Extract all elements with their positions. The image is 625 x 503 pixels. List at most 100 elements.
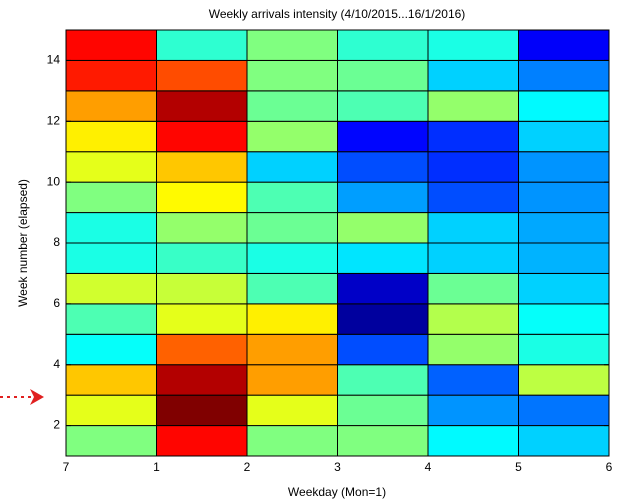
heat-cell: [427, 425, 519, 457]
x-tick-label: 7: [63, 460, 70, 474]
heat-cell: [337, 364, 429, 396]
heat-cell: [156, 394, 248, 427]
heat-cell: [156, 181, 248, 214]
heat-cell: [337, 303, 429, 335]
heat-cell: [427, 90, 519, 122]
heat-cell: [156, 59, 248, 92]
y-tick-label: 14: [47, 53, 61, 67]
chart-title: Weekly arrivals intensity (4/10/2015...1…: [209, 7, 466, 21]
heat-cell: [246, 90, 338, 122]
heat-cell: [427, 272, 519, 305]
heat-cell: [246, 425, 338, 457]
y-tick-label: 12: [47, 113, 61, 127]
heat-cell: [337, 394, 429, 427]
heat-cell: [65, 242, 157, 274]
heat-cell: [518, 364, 610, 396]
heat-cell: [427, 242, 519, 274]
heat-cell: [427, 120, 519, 153]
heat-cell: [427, 29, 519, 61]
y-tick-label: 2: [53, 418, 60, 432]
heat-cell: [65, 394, 157, 427]
heat-cell: [65, 272, 157, 305]
heat-cell: [246, 272, 338, 305]
heat-cell: [427, 151, 519, 183]
pointer-arrow: [0, 389, 44, 405]
heat-cell: [337, 272, 429, 305]
heat-cell: [65, 181, 157, 214]
heat-cell: [246, 120, 338, 153]
heat-cell: [65, 333, 157, 366]
heat-cell: [518, 29, 610, 61]
x-tick-label: 3: [334, 460, 341, 474]
heat-cell: [427, 333, 519, 366]
heat-cell: [65, 29, 157, 61]
heat-cell: [156, 333, 248, 366]
heat-cell: [156, 120, 248, 153]
heat-cell: [156, 303, 248, 335]
y-tick-label: 4: [53, 357, 60, 371]
heat-cell: [156, 29, 248, 61]
heat-cell: [246, 29, 338, 61]
heat-cell: [337, 59, 429, 92]
heat-cell: [518, 90, 610, 122]
heat-cell: [427, 59, 519, 92]
heat-cell: [246, 242, 338, 274]
y-tick-label: 10: [47, 174, 61, 188]
heat-cell: [246, 394, 338, 427]
heat-cell: [518, 212, 610, 244]
heat-cell: [156, 90, 248, 122]
heat-cell: [518, 394, 610, 427]
heat-cell: [65, 364, 157, 396]
heat-cell: [246, 303, 338, 335]
heat-cell: [337, 181, 429, 214]
heat-cell: [156, 242, 248, 274]
heat-cell: [246, 364, 338, 396]
heat-cell: [65, 212, 157, 244]
heat-cell: [65, 151, 157, 183]
y-axis-label: Week number (elapsed): [16, 179, 30, 307]
y-tick-label: 6: [53, 296, 60, 310]
heat-cell: [518, 181, 610, 214]
heat-cell: [337, 90, 429, 122]
heat-cell: [246, 59, 338, 92]
heat-cell: [337, 29, 429, 61]
x-tick-label: 1: [153, 460, 160, 474]
heat-cell: [337, 151, 429, 183]
heat-cell: [156, 364, 248, 396]
heat-cell: [518, 272, 610, 305]
heat-cell: [337, 242, 429, 274]
heat-cell: [337, 212, 429, 244]
heat-cell: [518, 59, 610, 92]
heat-cell: [427, 212, 519, 244]
heat-cell: [65, 59, 157, 92]
x-axis-label: Weekday (Mon=1): [288, 485, 386, 499]
heat-cell: [518, 425, 610, 457]
heat-cell: [65, 425, 157, 457]
heat-cell: [65, 303, 157, 335]
x-tick-label: 2: [244, 460, 251, 474]
x-tick-label: 4: [425, 460, 432, 474]
heat-cell: [337, 425, 429, 457]
x-tick-label: 6: [606, 460, 613, 474]
heat-cell: [337, 120, 429, 153]
heat-cell: [518, 333, 610, 366]
heat-cell: [156, 425, 248, 457]
heat-cell: [337, 333, 429, 366]
heat-cell: [427, 364, 519, 396]
heat-cell: [518, 242, 610, 274]
heat-cell: [65, 120, 157, 153]
heat-cell: [246, 333, 338, 366]
heat-cell: [156, 151, 248, 183]
heat-cell: [518, 151, 610, 183]
heat-cell: [156, 212, 248, 244]
heat-cell: [156, 272, 248, 305]
heat-cell: [246, 212, 338, 244]
heat-cell: [427, 181, 519, 214]
x-tick-label: 5: [515, 460, 522, 474]
heat-cell: [518, 120, 610, 153]
y-tick-label: 8: [53, 235, 60, 249]
heat-cell: [427, 394, 519, 427]
heat-cell: [518, 303, 610, 335]
